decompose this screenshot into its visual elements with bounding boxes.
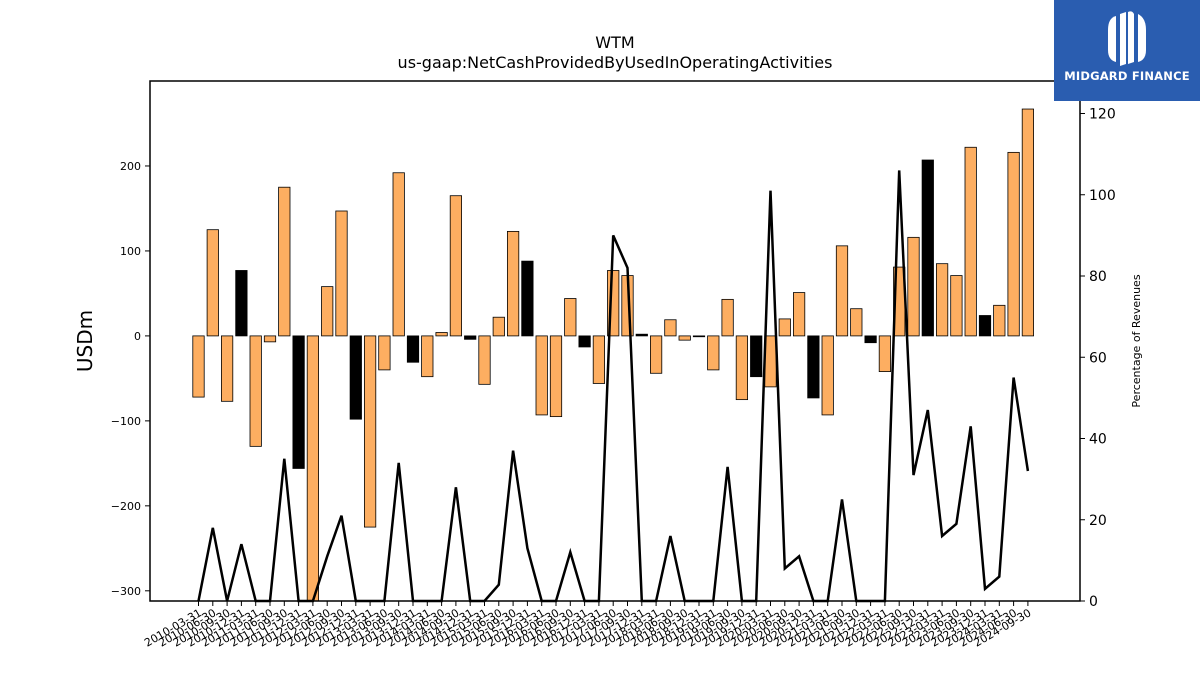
- bar-2016-09-30: [564, 298, 577, 337]
- bar-2011-09-30: [278, 186, 291, 337]
- bar-2017-06-30: [607, 270, 620, 337]
- y2-tick-label: 120: [1089, 107, 1116, 123]
- bar-2020-06-30: [778, 318, 791, 337]
- midgard-finance-logo: MIDGARD FINANCE: [1054, 0, 1200, 101]
- chart-title: WTM: [595, 33, 634, 52]
- x-axis-ticks: 2010-03-312010-06-302010-09-302010-12-31…: [142, 601, 1033, 650]
- bar-2020-03-31: [764, 335, 777, 388]
- bar-2015-09-30: [506, 230, 520, 337]
- y2-tick-label: 40: [1089, 432, 1107, 448]
- bar-2016-06-30: [549, 335, 563, 418]
- y2-axis-label: Percentage of Revenues: [1130, 274, 1143, 407]
- bar-2012-03-31: [306, 335, 320, 602]
- bar-2024-06-30: [1007, 151, 1020, 337]
- y-tick-label: 0: [134, 330, 141, 343]
- bar-2019-12-31: [750, 335, 763, 378]
- bar-2013-03-31: [363, 335, 377, 528]
- bar-2019-09-30: [735, 335, 749, 401]
- bar-2022-09-30: [907, 236, 920, 337]
- bar-2021-03-31: [821, 335, 834, 416]
- y-tick-label: −100: [111, 415, 141, 428]
- bar-2012-09-30: [335, 210, 348, 337]
- bar-2018-06-30: [664, 319, 677, 337]
- bar-2022-03-31: [878, 335, 892, 372]
- bar-2015-06-30: [492, 316, 505, 337]
- plot-frame: [149, 80, 1081, 602]
- bar-2023-06-30: [950, 275, 963, 337]
- bar-2024-09-30: [1021, 108, 1035, 337]
- y-tick-label: −200: [111, 500, 141, 513]
- line-series: [197, 170, 1030, 603]
- y-axis-label: USDm: [73, 310, 97, 372]
- chart-subtitle: us-gaap:NetCashProvidedByUsedInOperating…: [398, 53, 833, 72]
- bar-2021-06-30: [835, 245, 849, 337]
- y2-tick-label: 100: [1089, 188, 1116, 204]
- bar-2017-12-31: [635, 333, 648, 337]
- bar-2022-12-31: [921, 159, 934, 337]
- bar-2018-09-30: [678, 335, 691, 341]
- bar-2012-06-30: [321, 286, 334, 337]
- y-tick-label: 200: [120, 160, 141, 173]
- bar-2016-03-31: [535, 335, 548, 416]
- bar-2010-09-30: [220, 335, 234, 402]
- bar-2014-03-31: [421, 335, 434, 378]
- y2-tick-label: 60: [1089, 350, 1107, 366]
- bar-2018-03-31: [650, 335, 663, 374]
- y2-tick-label: 20: [1089, 513, 1107, 529]
- bar-2017-03-31: [592, 335, 606, 384]
- bar-2018-12-31: [692, 335, 706, 338]
- bar-2019-06-30: [721, 298, 734, 337]
- bar-2013-12-31: [406, 335, 420, 363]
- bar-2021-09-30: [850, 308, 863, 337]
- bar-2023-12-31: [978, 315, 992, 337]
- bar-2020-12-31: [807, 335, 820, 399]
- bar-2015-03-31: [478, 335, 491, 385]
- bar-2023-09-30: [964, 146, 977, 337]
- bar-2023-03-31: [936, 263, 949, 337]
- bar-2011-12-31: [292, 335, 305, 469]
- y-tick-label: −300: [111, 585, 141, 598]
- y-tick-label: 100: [120, 245, 141, 258]
- bar-2014-09-30: [449, 195, 463, 337]
- bar-2014-06-30: [435, 332, 448, 337]
- midgard-logo-icon: [1108, 11, 1146, 66]
- bar-2016-12-31: [578, 335, 591, 348]
- bar-2010-12-31: [235, 270, 248, 337]
- bar-group: [192, 108, 1035, 602]
- bar-2011-03-31: [249, 335, 262, 447]
- bar-2015-12-31: [521, 260, 534, 337]
- bar-2010-06-30: [206, 229, 219, 337]
- bar-2024-03-31: [993, 304, 1006, 337]
- y2-tick-label: 80: [1089, 269, 1107, 285]
- bar-2020-09-30: [793, 292, 806, 337]
- y2-axis-ticks: 0 20 40 60 80 100 120: [1080, 107, 1116, 610]
- bar-2013-06-30: [378, 335, 391, 371]
- bar-2013-09-30: [392, 172, 405, 337]
- line-group: [197, 170, 1030, 603]
- bar-2010-03-31: [192, 335, 205, 398]
- bar-2021-12-31: [864, 335, 877, 344]
- bar-2011-06-30: [263, 335, 277, 343]
- logo-text: MIDGARD FINANCE: [1064, 69, 1190, 83]
- bar-2019-03-31: [707, 335, 720, 371]
- bar-2012-12-31: [349, 335, 362, 420]
- y2-tick-label: 0: [1089, 594, 1098, 610]
- y-axis-ticks: −300 −200 −100 0 100 200: [111, 160, 150, 598]
- bar-2014-12-31: [464, 335, 477, 340]
